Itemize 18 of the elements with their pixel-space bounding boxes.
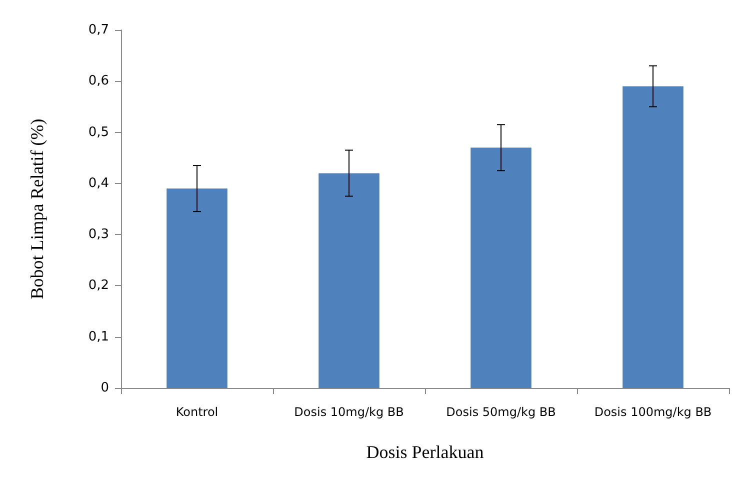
- y-tick-label: 0: [100, 380, 109, 396]
- y-tick-label: 0,5: [88, 124, 109, 140]
- x-tick-label: Dosis 50mg/kg BB: [446, 405, 556, 419]
- bar: [166, 188, 228, 388]
- bar: [470, 148, 532, 388]
- x-axis-title: Dosis Perlakuan: [366, 442, 484, 462]
- bar: [318, 173, 380, 388]
- y-tick-label: 0,4: [88, 176, 109, 191]
- y-tick-label: 0,1: [88, 329, 109, 344]
- x-tick-label: Kontrol: [176, 405, 218, 419]
- bar: [622, 86, 684, 388]
- y-tick-label: 0,3: [88, 227, 109, 242]
- x-tick-label: Dosis 10mg/kg BB: [294, 405, 404, 419]
- y-tick-label: 0,7: [88, 22, 109, 38]
- y-axis-title: Bobot Limpa Relatif (%): [27, 118, 47, 300]
- y-tick-label: 0,6: [88, 74, 109, 89]
- y-tick-label: 0,2: [88, 278, 109, 294]
- x-tick-label: Dosis 100mg/kg BB: [594, 405, 712, 419]
